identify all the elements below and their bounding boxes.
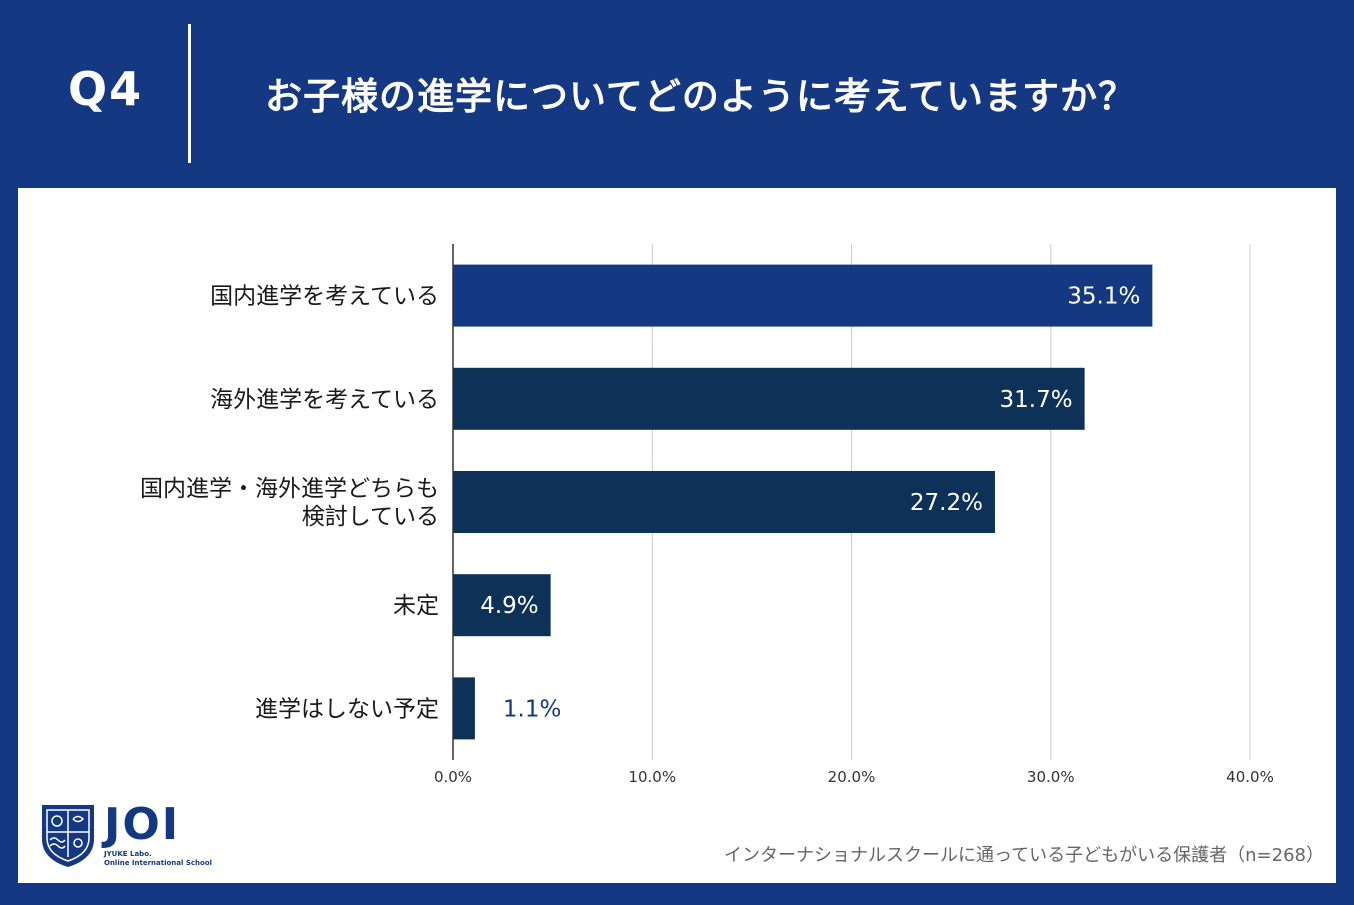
logo-wordmark: JOI — [104, 799, 181, 850]
x-tick-label: 30.0% — [1027, 768, 1075, 786]
value-label: 27.2% — [910, 490, 983, 516]
category-label: 国内進学・海外進学どちらも — [140, 476, 439, 502]
x-tick-label: 0.0% — [434, 768, 472, 786]
category-label: 国内進学を考えている — [210, 284, 439, 310]
category-label: 海外進学を考えている — [210, 387, 439, 413]
header-divider — [188, 24, 191, 163]
category-label: 検討している — [302, 504, 439, 530]
logo-subtitle-1: JYUKE Labo. — [104, 850, 152, 858]
logo-subtitle-2: Online International School — [104, 859, 213, 867]
bar — [453, 471, 995, 533]
value-label: 35.1% — [1067, 284, 1140, 310]
joi-logo: JOI JYUKE Labo. Online International Sch… — [38, 799, 218, 869]
bar — [453, 264, 1153, 327]
bar — [453, 574, 551, 637]
x-tick-label: 10.0% — [628, 768, 676, 786]
crest-icon — [42, 805, 94, 867]
value-label: 31.7% — [1000, 387, 1073, 413]
bar — [453, 677, 475, 740]
question-number: Q4 — [68, 62, 144, 116]
question-title: お子様の進学についてどのように考えていますか？ — [265, 75, 1137, 118]
category-label: 未定 — [393, 593, 439, 619]
chart-panel: 0.0% 10.0% 20.0% 30.0% 40.0% 35.1% 国内進学を考えている 3… — [18, 188, 1336, 883]
bar — [453, 367, 1085, 430]
value-label: 1.1% — [503, 696, 561, 722]
header: Q4 お子様の進学についてどのように考えていますか？ — [0, 0, 1354, 188]
bar-chart: 0.0% 10.0% 20.0% 30.0% 40.0% 35.1% 国内進学を考えている 3… — [140, 244, 1274, 786]
x-tick-label: 40.0% — [1226, 768, 1274, 786]
category-label: 進学はしない予定 — [255, 696, 439, 722]
x-tick-label: 20.0% — [828, 768, 876, 786]
value-label: 4.9% — [480, 593, 538, 619]
source-note: インターナショナルスクールに通っている子どもがいる保護者（n=268） — [724, 845, 1324, 866]
